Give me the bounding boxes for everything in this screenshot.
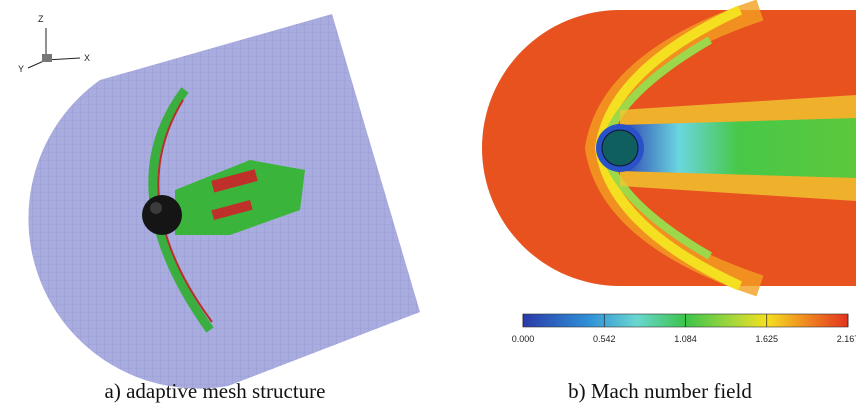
sphere — [142, 195, 182, 235]
colorbar-tick-label: 2.167 — [837, 334, 856, 344]
figure: Z Y X a) adaptive mesh structure 0.0000.… — [0, 0, 856, 413]
cylinder — [602, 130, 638, 166]
colorbar-tick-label: 0.000 — [512, 334, 535, 344]
caption: b) Mach number field — [568, 379, 752, 403]
mach-panel: 0.000 0.542 1.084 1.625 2.167 — [482, 10, 856, 344]
caption: a) adaptive mesh structure — [105, 379, 326, 403]
colorbar-tick-label: 0.542 — [593, 334, 616, 344]
wake — [620, 118, 856, 178]
sphere-highlight — [150, 202, 162, 214]
z-label: Z — [38, 14, 44, 24]
colorbar-tick-label: 1.084 — [674, 334, 697, 344]
axes-box — [42, 54, 52, 62]
axes-triad: Z Y X — [18, 14, 90, 74]
mesh-panel: Z Y X — [18, 14, 420, 389]
x-label: X — [84, 53, 90, 63]
colorbar-tick-label: 1.625 — [755, 334, 778, 344]
y-label: Y — [18, 64, 24, 74]
